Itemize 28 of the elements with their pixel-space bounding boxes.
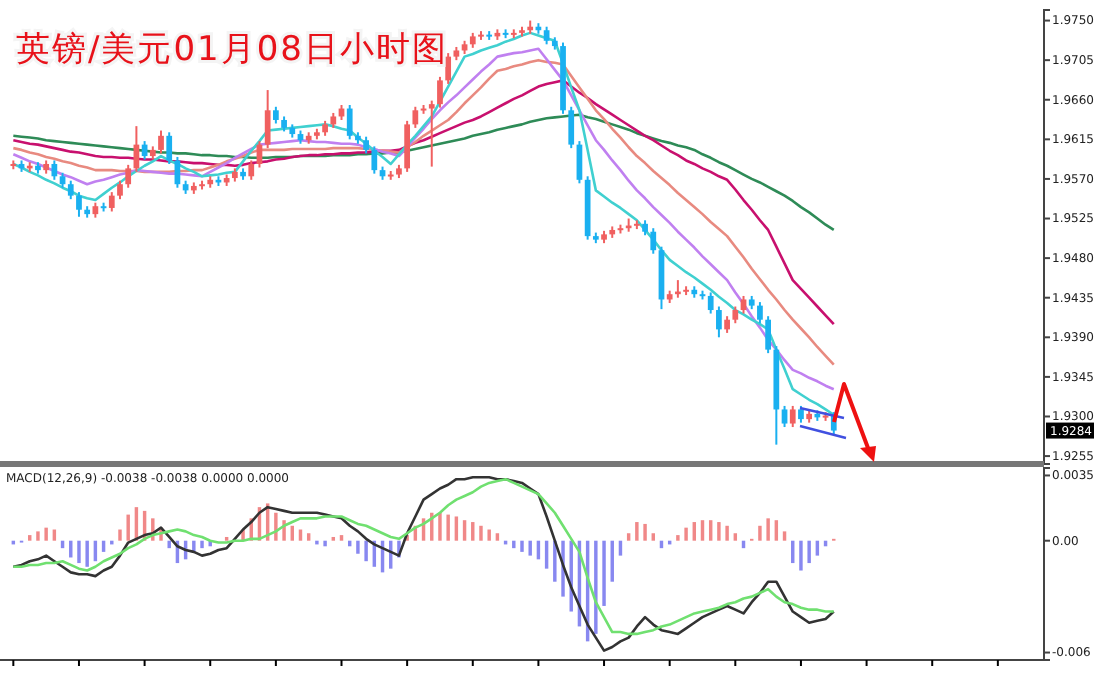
candlestick (568, 105, 575, 150)
candlestick (437, 75, 443, 109)
candlestick (346, 104, 353, 141)
candlestick (428, 99, 435, 168)
candlestick (765, 315, 771, 355)
candlestick (650, 227, 657, 255)
candlestick (264, 89, 271, 150)
candlestick (158, 129, 164, 155)
candlestick (76, 191, 82, 218)
candlestick (445, 52, 452, 85)
line-series (12, 79, 836, 326)
candlestick (757, 301, 763, 325)
candlestick (125, 163, 132, 189)
candlestick (404, 119, 411, 173)
candlestick (707, 291, 714, 315)
line-series (12, 113, 836, 232)
candlestick (67, 179, 74, 201)
candlestick (248, 159, 255, 181)
candlestick (781, 404, 788, 429)
candlestick (412, 105, 419, 129)
candlestick (716, 305, 722, 339)
candlestick (51, 159, 58, 181)
text: 英镑/美元01月08日小时图 (16, 30, 448, 70)
candlestick (117, 179, 123, 201)
candlestick (108, 191, 115, 213)
candlestick (371, 145, 378, 175)
candlestick (166, 131, 173, 165)
candlestick (789, 404, 796, 429)
